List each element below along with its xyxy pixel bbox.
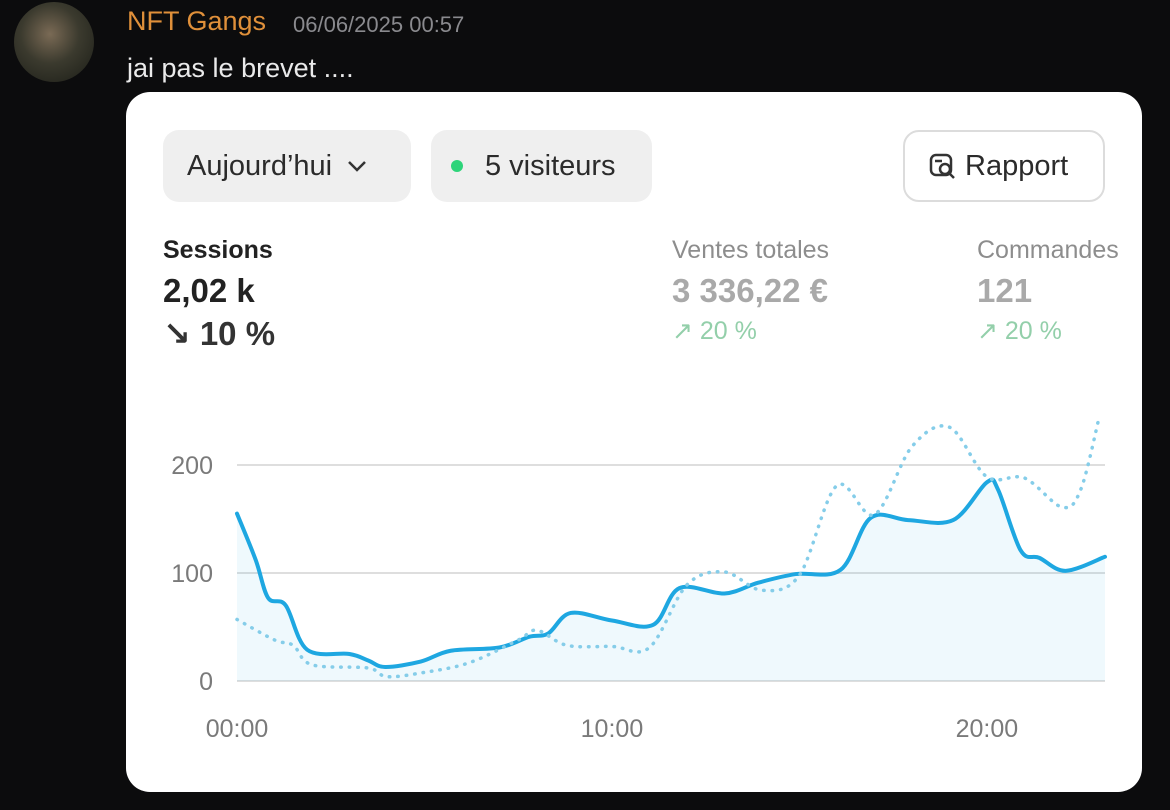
range-button[interactable]: Aujourd’hui <box>163 130 411 202</box>
y-tick-label: 200 <box>171 452 213 480</box>
message-text: jai pas le brevet .... <box>127 53 354 83</box>
report-button[interactable]: Rapport <box>903 130 1105 202</box>
y-tick-label: 0 <box>199 668 213 696</box>
metric-value: 3 336,22 € <box>672 272 828 309</box>
image-card[interactable]: Aujourd’hui 5 visiteurs Rapport Sessions… <box>126 92 1142 792</box>
x-tick-label: 20:00 <box>956 715 1019 743</box>
metric-change: ↘ 10 % <box>163 314 275 353</box>
x-tick-label: 00:00 <box>206 715 269 743</box>
author[interactable]: NFT Gangs <box>127 6 267 36</box>
arrow-down: ↘ <box>163 315 200 352</box>
x-tick-label: 10:00 <box>581 715 644 743</box>
visitors-label: 5 visiteurs <box>485 149 616 182</box>
area <box>237 479 1105 681</box>
metric-label: Sessions <box>163 236 273 264</box>
y-tick-label: 100 <box>171 560 213 588</box>
report-label: Rapport <box>965 149 1069 182</box>
arrow-up: ↗ <box>977 317 1005 345</box>
change-text: 10 % <box>199 315 276 352</box>
metric-label: Commandes <box>977 236 1119 264</box>
metric-value: 121 <box>977 272 1033 309</box>
series-line <box>235 477 1107 669</box>
arrow-up: ↗ <box>672 317 700 345</box>
avatar[interactable] <box>14 2 94 82</box>
metric-change: ↗ 20 % <box>672 316 757 346</box>
metric-label: Ventes totales <box>672 236 830 264</box>
live-dot <box>451 160 463 172</box>
timestamp: 06/06/2025 00:57 <box>293 12 465 37</box>
visitors-badge: 5 visiteurs <box>431 130 652 202</box>
change-text: 20 % <box>1004 317 1062 345</box>
range-label: Aujourd’hui <box>187 149 333 182</box>
metric-value: 2,02 k <box>163 272 255 309</box>
series-line <box>235 414 1102 679</box>
chevron <box>348 161 366 172</box>
change-text: 20 % <box>699 317 757 345</box>
chart: 0 100 200 00:00 10:00 20:00 <box>171 414 1107 743</box>
report-icon <box>929 153 955 179</box>
metric-change: ↗ 20 % <box>977 316 1062 346</box>
